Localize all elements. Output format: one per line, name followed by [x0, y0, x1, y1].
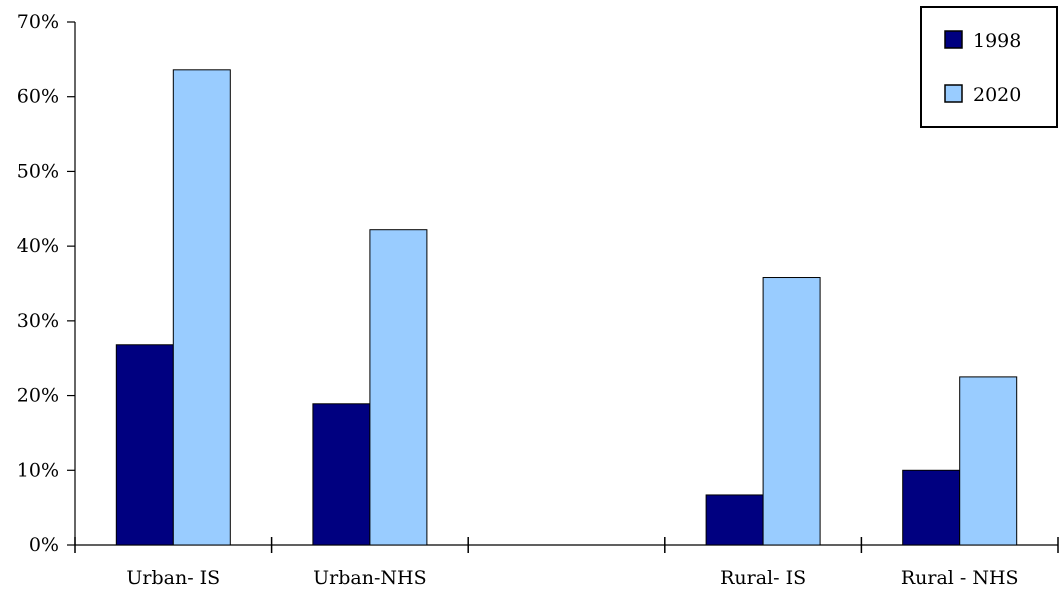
legend-label-1998: 1998 — [973, 30, 1021, 52]
legend-swatch-1998 — [945, 31, 962, 48]
y-tick-label: 10% — [17, 459, 59, 481]
legend-swatch-2020 — [945, 85, 962, 102]
y-tick-label: 30% — [17, 310, 59, 332]
y-tick-label: 70% — [17, 11, 59, 33]
y-tick-label: 20% — [17, 385, 59, 407]
legend-box — [921, 7, 1057, 127]
y-tick-label: 60% — [17, 86, 59, 108]
y-axis: 0% 10% 20% 30% 40% 50% 60% 70% — [17, 11, 75, 556]
x-category-label: Urban- IS — [126, 567, 220, 589]
bar-2020-1 — [370, 230, 427, 545]
bars — [116, 70, 1016, 545]
bar-1998-0 — [116, 345, 173, 545]
y-tick-label: 0% — [29, 534, 59, 556]
bar-2020-4 — [960, 377, 1017, 545]
legend: 1998 2020 — [921, 7, 1057, 127]
bar-1998-3 — [706, 495, 763, 545]
x-category-label: Urban-NHS — [313, 567, 426, 589]
bar-1998-1 — [313, 404, 370, 545]
legend-label-2020: 2020 — [973, 84, 1021, 106]
bar-1998-4 — [903, 470, 960, 545]
bar-2020-0 — [173, 70, 230, 545]
y-tick-label: 50% — [17, 160, 59, 182]
x-category-label: Rural- IS — [720, 567, 806, 589]
y-tick-label: 40% — [17, 235, 59, 257]
x-category-label: Rural - NHS — [901, 567, 1019, 589]
bar-2020-3 — [763, 278, 820, 545]
